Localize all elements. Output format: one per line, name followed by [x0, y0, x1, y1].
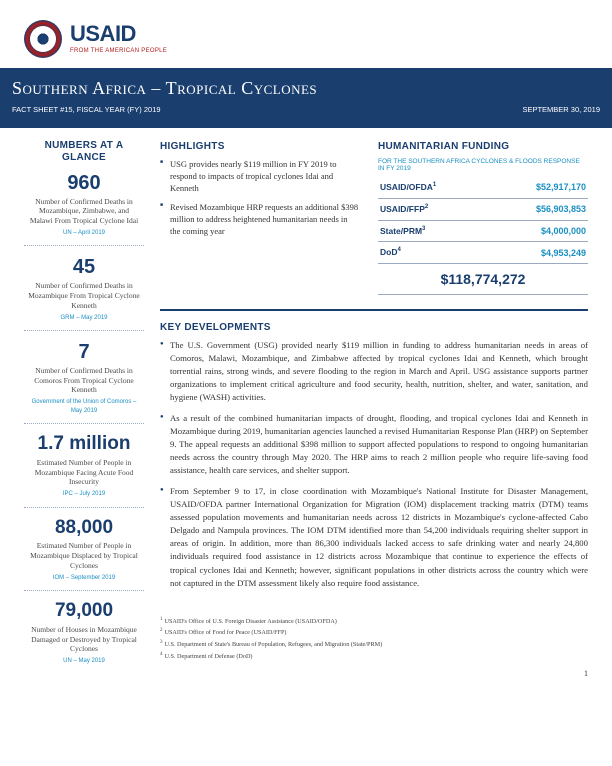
table-row: State/PRM3 $4,000,000 [378, 220, 588, 242]
highlight-item: USG provides nearly $119 million in FY 2… [160, 158, 360, 195]
stat-block: 88,000 Estimated Number of People in Moz… [24, 518, 144, 592]
stat-description: Number of Confirmed Deaths in Mozambique… [28, 281, 140, 310]
usaid-logo: USAID FROM THE AMERICAN PEOPLE [24, 20, 588, 58]
funding-value: $4,000,000 [489, 220, 588, 242]
footnote: 1USAID's Office of U.S. Foreign Disaster… [160, 616, 588, 627]
stat-block: 45 Number of Confirmed Deaths in Mozambi… [24, 256, 144, 331]
document-date: SEPTEMBER 30, 2019 [522, 105, 600, 116]
numbers-sidebar: NUMBERS AT A GLANCE 960 Number of Confir… [24, 140, 144, 684]
table-row: USAID/OFDA1 $52,917,170 [378, 177, 588, 198]
stat-number: 79,000 [28, 601, 140, 622]
funding-section: HUMANITARIAN FUNDING FOR THE SOUTHERN AF… [378, 140, 588, 295]
funding-label: USAID/OFDA1 [378, 177, 489, 198]
stat-number: 7 [28, 341, 140, 363]
stat-number: 45 [28, 256, 140, 278]
funding-label: State/PRM3 [378, 220, 489, 242]
stat-source: GRM – May 2019 [28, 314, 140, 322]
stat-source: UN – May 2019 [28, 657, 140, 665]
title-bar: Southern Africa – Tropical Cyclones FACT… [0, 68, 612, 126]
title-rule [0, 126, 612, 128]
stat-description: Number of Houses in Mozambique Damaged o… [28, 625, 140, 654]
keydev-item: As a result of the combined humanitarian… [160, 412, 588, 477]
funding-table: USAID/OFDA1 $52,917,170 USAID/FFP2 $56,9… [378, 177, 588, 294]
keydev-item: The U.S. Government (USG) provided nearl… [160, 339, 588, 404]
usaid-seal-icon [24, 20, 62, 58]
stat-source: UN – April 2019 [28, 229, 140, 237]
funding-value: $56,903,853 [489, 199, 588, 221]
highlight-item: Revised Mozambique HRP requests an addit… [160, 201, 360, 238]
table-row: DoD4 $4,953,249 [378, 242, 588, 264]
section-divider [160, 309, 588, 311]
funding-label: DoD4 [378, 242, 489, 264]
sidebar-heading: NUMBERS AT A GLANCE [24, 140, 144, 164]
key-developments-section: KEY DEVELOPMENTS The U.S. Government (US… [160, 321, 588, 590]
stat-description: Estimated Number of People in Mozambique… [28, 458, 140, 487]
funding-heading: HUMANITARIAN FUNDING [378, 140, 588, 154]
stat-description: Estimated Number of People in Mozambique… [28, 541, 140, 570]
stat-block: 79,000 Number of Houses in Mozambique Da… [24, 601, 144, 674]
highlights-section: HIGHLIGHTS USG provides nearly $119 mill… [160, 140, 360, 295]
stat-description: Number of Confirmed Deaths in Comoros Fr… [28, 366, 140, 395]
stat-block: 1.7 million Estimated Number of People i… [24, 434, 144, 508]
funding-total-row: $118,774,272 [378, 264, 588, 295]
keydev-heading: KEY DEVELOPMENTS [160, 321, 588, 335]
logo-word: USAID [70, 23, 167, 45]
stat-source: IOM – September 2019 [28, 574, 140, 582]
funding-value: $52,917,170 [489, 177, 588, 198]
stat-source: IPC – July 2019 [28, 490, 140, 498]
table-row: USAID/FFP2 $56,903,853 [378, 199, 588, 221]
funding-subtitle: FOR THE SOUTHERN AFRICA CYCLONES & FLOOD… [378, 158, 588, 174]
page-number: 1 [160, 668, 588, 679]
stat-block: 960 Number of Confirmed Deaths in Mozamb… [24, 172, 144, 247]
footnote: 4U.S. Department of Defense (DoD) [160, 651, 588, 662]
keydev-item: From September 9 to 17, in close coordin… [160, 485, 588, 589]
logo-tagline: FROM THE AMERICAN PEOPLE [70, 47, 167, 55]
funding-label: USAID/FFP2 [378, 199, 489, 221]
document-title: Southern Africa – Tropical Cyclones [12, 76, 600, 101]
stat-source: Government of the Union of Comoros – May… [28, 398, 140, 415]
highlights-heading: HIGHLIGHTS [160, 140, 360, 154]
factsheet-number: FACT SHEET #15, FISCAL YEAR (FY) 2019 [12, 105, 161, 116]
footnotes: 1USAID's Office of U.S. Foreign Disaster… [160, 616, 588, 662]
stat-number: 960 [28, 172, 140, 194]
footnote: 2USAID's Office of Food for Peace (USAID… [160, 627, 588, 638]
footnote: 3U.S. Department of State's Bureau of Po… [160, 639, 588, 650]
funding-total: $118,774,272 [378, 264, 588, 295]
stat-number: 88,000 [28, 518, 140, 539]
stat-description: Number of Confirmed Deaths in Mozambique… [28, 197, 140, 226]
stat-number: 1.7 million [28, 434, 140, 455]
stat-block: 7 Number of Confirmed Deaths in Comoros … [24, 341, 144, 424]
funding-value: $4,953,249 [489, 242, 588, 264]
